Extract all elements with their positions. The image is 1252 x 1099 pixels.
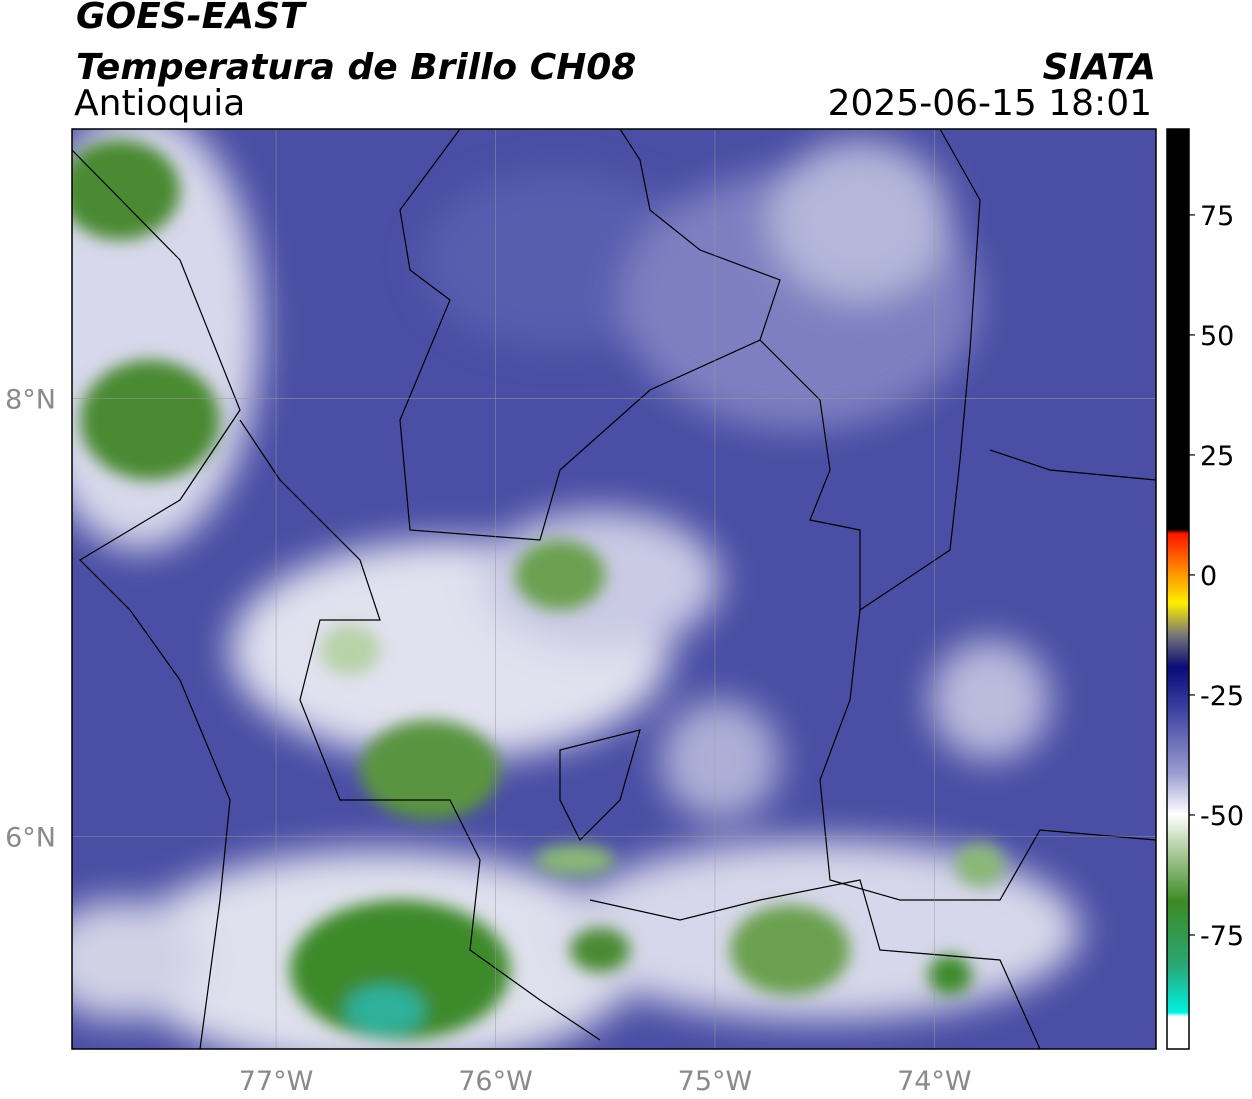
graticule <box>72 129 1156 1049</box>
colorbar <box>1166 128 1190 1050</box>
colorbar-tick-label: 0 <box>1200 561 1217 592</box>
colorbar-tick-label: 75 <box>1200 201 1234 232</box>
colorbar-tick-label: -50 <box>1200 801 1244 832</box>
x-tick-label: 77°W <box>239 1066 314 1097</box>
colorbar-ticks: 75 50 25 0 -25 -50 -75 <box>1189 201 1244 952</box>
title: GOES-EAST <box>76 0 307 37</box>
colorbar-tick-label: -25 <box>1200 681 1244 712</box>
x-tick-label: 76°W <box>458 1066 533 1097</box>
colorbar-tick-label: 50 <box>1200 321 1234 352</box>
subtitle: Temperatura de Brillo CH08 <box>76 47 636 88</box>
colorbar-tick-label: 25 <box>1200 441 1234 472</box>
source: SIATA <box>1043 47 1156 88</box>
y-tick-label: 6°N <box>5 823 56 854</box>
colorbar-tick-label: -75 <box>1200 921 1244 952</box>
region: Antioquia <box>74 83 245 124</box>
x-tick-label: 74°W <box>897 1066 972 1097</box>
map-frame <box>71 128 1157 1050</box>
y-tick-label: 8°N <box>5 384 56 415</box>
satellite-image <box>72 129 1156 1049</box>
x-tick-label: 75°W <box>678 1066 753 1097</box>
datetime: 2025-06-15 18:01 <box>828 83 1152 124</box>
